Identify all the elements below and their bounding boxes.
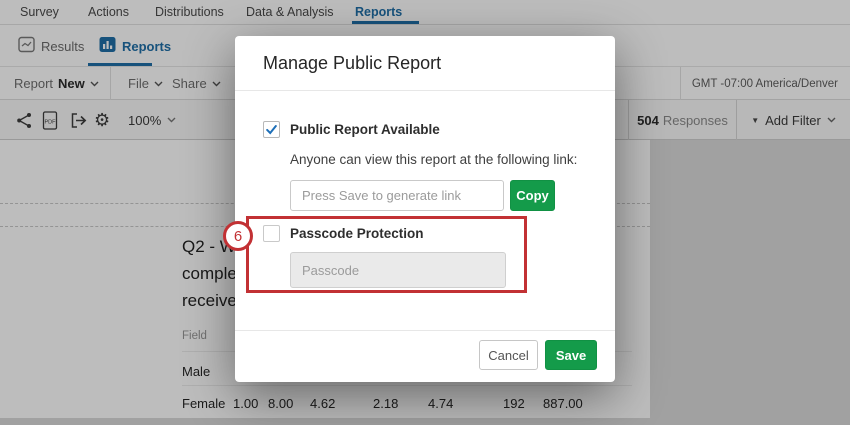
question-title-line: Q2 - W bbox=[182, 237, 236, 256]
dialog-header-divider bbox=[235, 90, 615, 91]
chevron-down-icon bbox=[90, 81, 99, 86]
share-menu-label: Share bbox=[172, 76, 207, 91]
tab-results-label: Results bbox=[41, 38, 85, 54]
cancel-button[interactable]: Cancel bbox=[479, 340, 538, 370]
responses-label: Responses bbox=[662, 112, 728, 128]
table-cell: 4.74 bbox=[428, 396, 454, 411]
active-nav-underline bbox=[352, 21, 419, 24]
pdf-export-icon[interactable]: PDF bbox=[42, 100, 58, 140]
chevron-down-icon bbox=[154, 81, 163, 86]
nav-item-reports[interactable]: Reports bbox=[355, 5, 403, 19]
file-menu-label: File bbox=[128, 76, 149, 91]
table-row-label: Male bbox=[182, 364, 211, 379]
copy-link-button[interactable]: Copy bbox=[510, 180, 555, 211]
timezone-display: GMT -07:00 America/Denver bbox=[680, 67, 850, 100]
timezone-label: GMT -07:00 America/Denver bbox=[691, 77, 838, 90]
responses-counter: 504 Responses bbox=[628, 100, 737, 140]
tab-reports-label: Reports bbox=[122, 38, 172, 54]
passcode-input[interactable] bbox=[290, 252, 506, 288]
save-button[interactable]: Save bbox=[545, 340, 597, 370]
chevron-down-icon bbox=[212, 81, 221, 86]
table-cell: 1.00 bbox=[233, 396, 259, 411]
export-icon[interactable] bbox=[70, 100, 88, 140]
top-nav: Survey Actions Distributions Data & Anal… bbox=[0, 0, 850, 25]
manage-public-report-dialog: Manage Public Report Public Report Avail… bbox=[235, 36, 615, 382]
zoom-level-value: 100% bbox=[128, 112, 162, 128]
nav-item-data-analysis[interactable]: Data & Analysis bbox=[246, 5, 334, 19]
table-cell: 4.62 bbox=[310, 396, 336, 411]
file-menu[interactable]: File bbox=[128, 67, 163, 100]
share-icon[interactable] bbox=[16, 100, 33, 140]
tab-reports[interactable]: Reports bbox=[99, 25, 171, 67]
responses-count: 504 bbox=[637, 112, 659, 128]
active-tab-underline bbox=[88, 63, 152, 66]
table-cell: 887.00 bbox=[543, 396, 583, 411]
question-title-line: receive bbox=[182, 291, 237, 310]
public-report-checkbox-label[interactable]: Public Report Available bbox=[290, 122, 440, 137]
dialog-title: Manage Public Report bbox=[263, 53, 442, 73]
link-help-text: Anyone can view this report at the follo… bbox=[290, 152, 578, 167]
zoom-dropdown[interactable]: 100% bbox=[128, 100, 176, 140]
tab-results[interactable]: Results bbox=[18, 25, 84, 67]
report-selector-label: Report bbox=[14, 76, 54, 91]
share-menu[interactable]: Share bbox=[172, 67, 221, 100]
dialog-footer-divider bbox=[235, 330, 615, 331]
gear-icon[interactable]: ⚙ bbox=[94, 110, 111, 130]
chevron-down-icon bbox=[827, 117, 836, 123]
table-cell: 192 bbox=[503, 396, 525, 411]
annotation-step-badge: 6 bbox=[223, 221, 253, 251]
question-title-line: comple bbox=[182, 264, 237, 283]
add-filter-button[interactable]: ▼ Add Filter bbox=[737, 100, 850, 140]
report-selector[interactable]: Report New bbox=[14, 67, 99, 100]
table-cell: 8.00 bbox=[268, 396, 294, 411]
filter-icon: ▼ bbox=[751, 115, 760, 125]
nav-item-distributions[interactable]: Distributions bbox=[155, 5, 224, 19]
annotation-highlight-box bbox=[246, 216, 527, 293]
report-name: New bbox=[58, 76, 85, 91]
nav-item-actions[interactable]: Actions bbox=[88, 5, 129, 19]
results-icon bbox=[18, 36, 35, 56]
passcode-checkbox-label[interactable]: Passcode Protection bbox=[290, 226, 424, 241]
menubar-separator bbox=[110, 67, 111, 100]
public-report-checkbox[interactable] bbox=[263, 121, 280, 138]
table-cell: 2.18 bbox=[373, 396, 399, 411]
annotation-step-number: 6 bbox=[233, 227, 243, 245]
table-row-label: Female bbox=[182, 396, 226, 411]
table-field-header: Field bbox=[182, 330, 207, 342]
chevron-down-icon bbox=[167, 117, 176, 123]
table-divider bbox=[182, 385, 632, 386]
passcode-checkbox[interactable] bbox=[263, 225, 280, 242]
svg-text:PDF: PDF bbox=[45, 119, 57, 125]
reports-icon bbox=[99, 36, 116, 56]
checkmark-icon bbox=[266, 125, 277, 135]
public-link-input[interactable] bbox=[290, 180, 504, 211]
add-filter-label: Add Filter bbox=[765, 112, 821, 128]
nav-item-survey[interactable]: Survey bbox=[20, 5, 59, 19]
